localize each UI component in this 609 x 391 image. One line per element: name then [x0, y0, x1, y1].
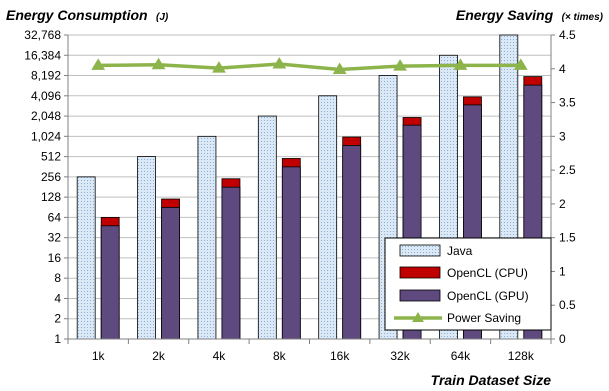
legend-swatch-java: [399, 244, 441, 257]
left-tick-label: 1,024: [31, 129, 61, 143]
legend: Java OpenCL (CPU) OpenCL (GPU) Power Saving: [384, 237, 552, 331]
right-tick-label: 3.5: [559, 96, 576, 110]
right-tick-label: 0: [559, 332, 566, 346]
x-tick-label: 1k: [92, 349, 106, 363]
bar-opencl-gpu: [281, 166, 301, 340]
right-tick-label: 1.5: [559, 231, 576, 245]
power-saving-polyline: [98, 62, 521, 72]
legend-swatch-opencl-gpu: [399, 289, 441, 302]
bar-opencl-gpu: [221, 186, 241, 340]
left-tick-label: 256: [41, 170, 61, 184]
x-tick-label: 16k: [330, 349, 350, 363]
right-axis-title: Energy Saving (× times): [456, 7, 604, 24]
left-tick-label: 4: [54, 291, 61, 305]
bar-opencl-gpu: [161, 207, 180, 340]
x-tick-label: 2k: [152, 349, 166, 363]
power-saving-marker: [212, 61, 226, 73]
bar-java: [137, 156, 156, 340]
legend-label: OpenCL (GPU): [447, 289, 529, 303]
left-tick-label: 8,192: [31, 69, 61, 83]
right-tick-label: 1: [559, 264, 566, 278]
x-tick-label: 4k: [213, 349, 227, 363]
legend-label: Power Saving: [447, 311, 521, 325]
left-tick-label: 2: [54, 312, 61, 326]
x-tick-label: 32k: [390, 349, 410, 363]
x-tick-label: 8k: [273, 349, 287, 363]
left-axis-ticks: 1 2 4 8 16 32 64 128 256 512 1,024 2,048 4,096 8,192 1…: [24, 28, 61, 346]
right-tick-label: 4.5: [559, 28, 576, 42]
bar-opencl-gpu: [100, 225, 120, 340]
legend-label: Java: [447, 244, 473, 258]
power-saving-marker: [272, 57, 287, 69]
legend-swatch-opencl-cpu: [399, 266, 441, 279]
power-saving-marker: [91, 58, 106, 70]
bar-java: [318, 95, 338, 340]
left-tick-label: 512: [41, 150, 61, 164]
bar-java: [197, 135, 217, 340]
x-tick-label: 128k: [508, 349, 535, 363]
power-saving-marker: [513, 58, 528, 70]
right-tick-label: 3: [559, 129, 566, 143]
right-axis-ticks: 0 0.5 1 1.5 2 2.5 3 3.5 4 4.5: [559, 28, 576, 346]
left-tick-label: 32,768: [24, 28, 61, 42]
right-tick-label: 4: [559, 62, 566, 76]
bar-java: [76, 176, 96, 340]
bar-java: [257, 115, 277, 340]
power-saving-marker: [393, 59, 407, 71]
power-saving-marker: [151, 57, 166, 70]
left-tick-label: 32: [48, 231, 62, 245]
power-saving-marker: [332, 62, 347, 74]
right-tick-label: 2.5: [559, 163, 576, 177]
power-saving-marker: [453, 58, 468, 70]
left-tick-label: 1: [54, 332, 61, 346]
x-tick-label: 64k: [451, 349, 471, 363]
x-axis-title: Train Dataset Size: [431, 372, 552, 388]
left-axis-title: Energy Consumption (J): [6, 7, 169, 24]
power-saving-line: [91, 57, 528, 74]
left-tick-label: 16: [48, 251, 62, 265]
left-tick-label: 64: [48, 210, 62, 224]
right-tick-label: 0.5: [559, 298, 576, 312]
legend-label: OpenCL (CPU): [447, 266, 528, 280]
left-tick-label: 4,096: [31, 89, 61, 103]
left-tick-label: 128: [41, 190, 61, 204]
left-tick-label: 2,048: [31, 109, 61, 123]
legend-swatch-power-saving-marker: [412, 312, 424, 322]
left-tick-label: 8: [54, 271, 61, 285]
bar-opencl-gpu: [342, 145, 362, 340]
right-tick-label: 2: [559, 197, 566, 211]
left-tick-label: 16,384: [24, 48, 61, 62]
x-axis-ticks: 1k 2k 4k 8k 16k 32k 64k 128k: [92, 349, 535, 363]
